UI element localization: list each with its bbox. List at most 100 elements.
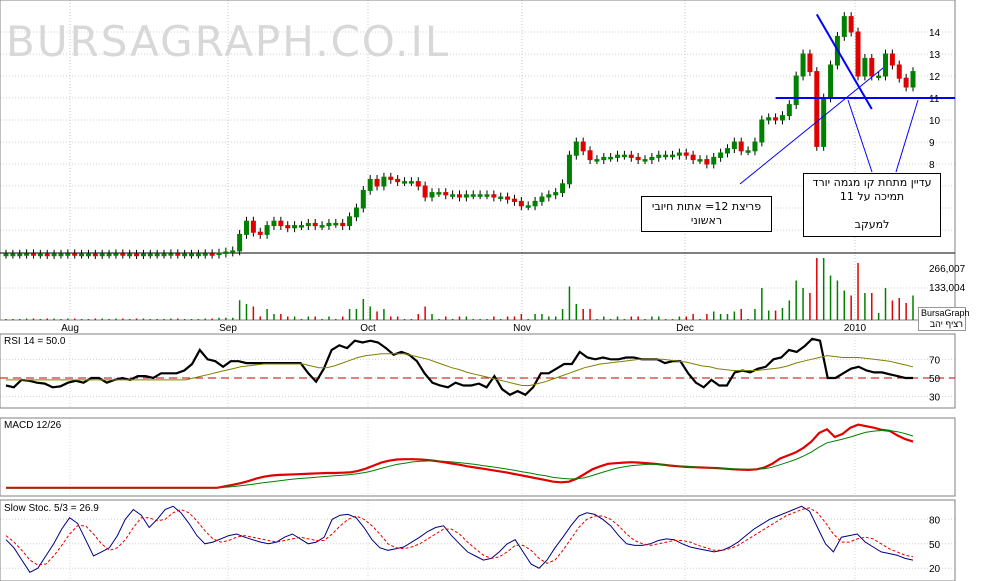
candle-body <box>470 194 476 197</box>
grid-layer <box>0 0 955 581</box>
candle-body <box>154 253 160 257</box>
candle-body <box>429 192 435 198</box>
price-tick-label: 12 <box>929 72 941 83</box>
candle-body <box>553 192 559 196</box>
candle-body <box>58 253 64 257</box>
candle-body <box>161 253 167 257</box>
annotation-breakout-note: פריצת 12= אתות חיובי ראשוני <box>641 196 772 232</box>
candle-body <box>670 154 676 158</box>
candle-body <box>711 156 717 165</box>
annotation-support-line1: עדיין מתחת קו מגמה יורד <box>812 176 932 189</box>
candle-body <box>381 176 387 187</box>
candle-body <box>360 189 366 209</box>
candle-body <box>615 154 621 158</box>
candle-body <box>92 253 98 257</box>
candle-body <box>99 253 105 257</box>
price-tick-label: 10 <box>929 116 941 127</box>
x-tick-label: 2010 <box>844 323 867 334</box>
volume-badge: BursaGraph רציף יהב <box>918 307 970 331</box>
candle-body <box>271 220 277 227</box>
candle-body <box>415 181 421 187</box>
price-panel <box>3 12 916 260</box>
candle-body <box>628 154 634 158</box>
candle-body <box>539 196 545 202</box>
candle-body <box>718 152 724 158</box>
candle-body <box>580 141 586 152</box>
candle-body <box>319 225 325 228</box>
candle-body <box>24 253 30 256</box>
candle-body <box>635 156 641 161</box>
candle-body <box>278 220 284 227</box>
candle-body <box>745 150 751 153</box>
rsi-average-line <box>6 353 914 386</box>
candle-body <box>862 57 868 77</box>
x-tick-label: Aug <box>61 323 79 334</box>
candle-body <box>113 253 119 256</box>
candle-body <box>10 253 16 257</box>
panel-frame-0 <box>0 0 956 321</box>
candle-body <box>566 154 572 185</box>
candle-body <box>477 194 483 197</box>
trendlines <box>739 13 955 185</box>
panel-frame-1 <box>0 333 956 409</box>
price-tick-label: 11 <box>929 94 940 105</box>
candle-body <box>676 152 682 156</box>
volume-badge-title: BursaGraph <box>921 308 970 318</box>
annotation-breakout-line2: ראשוני <box>690 214 723 227</box>
candle-body <box>896 64 902 79</box>
downtrend-line <box>815 13 873 110</box>
candle-body <box>876 75 882 78</box>
candle-body <box>347 216 353 227</box>
candle-body <box>216 252 222 256</box>
candle-body <box>209 253 215 256</box>
candle-body <box>869 57 875 77</box>
candle-body <box>285 225 291 229</box>
candle-body <box>491 194 497 198</box>
candle-body <box>848 16 854 33</box>
candle-body <box>85 253 91 257</box>
candle-body <box>223 251 229 254</box>
candle-body <box>594 159 600 162</box>
candle-body <box>731 141 737 150</box>
candle-body <box>422 185 428 198</box>
candle-body <box>498 196 504 199</box>
candle-body <box>766 117 772 121</box>
candle-body <box>79 253 85 257</box>
candle-body <box>484 194 490 197</box>
panel-frame-2 <box>0 417 956 497</box>
panel-title: Slow Stoc. 5/3 = 26.9 <box>4 503 99 514</box>
x-tick-label: Oct <box>360 323 376 334</box>
panel-tick-label: 70 <box>929 355 941 366</box>
candle-body <box>518 200 524 207</box>
candle-body <box>800 53 806 77</box>
candle-body <box>30 253 36 256</box>
candle-body <box>704 159 710 165</box>
candle-body <box>663 154 669 158</box>
panel-tick-label: 80 <box>929 515 941 526</box>
candle-body <box>305 222 311 227</box>
annotation-support-line3: למעקב <box>854 218 890 231</box>
panel-frame-3 <box>0 499 956 581</box>
panel-title: MACD 12/26 <box>4 420 62 431</box>
candle-body <box>408 181 414 184</box>
price-tick-label: 13 <box>929 50 941 61</box>
panel-frames <box>0 0 956 581</box>
candle-body <box>333 222 339 226</box>
candle-body <box>752 141 758 152</box>
candle-body <box>312 222 318 227</box>
x-tick-label: Dec <box>676 323 694 334</box>
candle-body <box>264 225 270 235</box>
candle-body <box>388 176 394 180</box>
candle-body <box>690 154 696 161</box>
candle-body <box>17 253 23 257</box>
candle-body <box>195 253 201 257</box>
macd-panel <box>6 423 914 489</box>
rsi-panel <box>0 337 955 397</box>
note-pointer-right <box>895 99 919 173</box>
macd-line <box>6 423 914 489</box>
candle-body <box>298 225 304 228</box>
candle-body <box>587 150 593 161</box>
panel-tick-label: 20 <box>929 564 941 575</box>
volume-panel <box>5 258 914 320</box>
